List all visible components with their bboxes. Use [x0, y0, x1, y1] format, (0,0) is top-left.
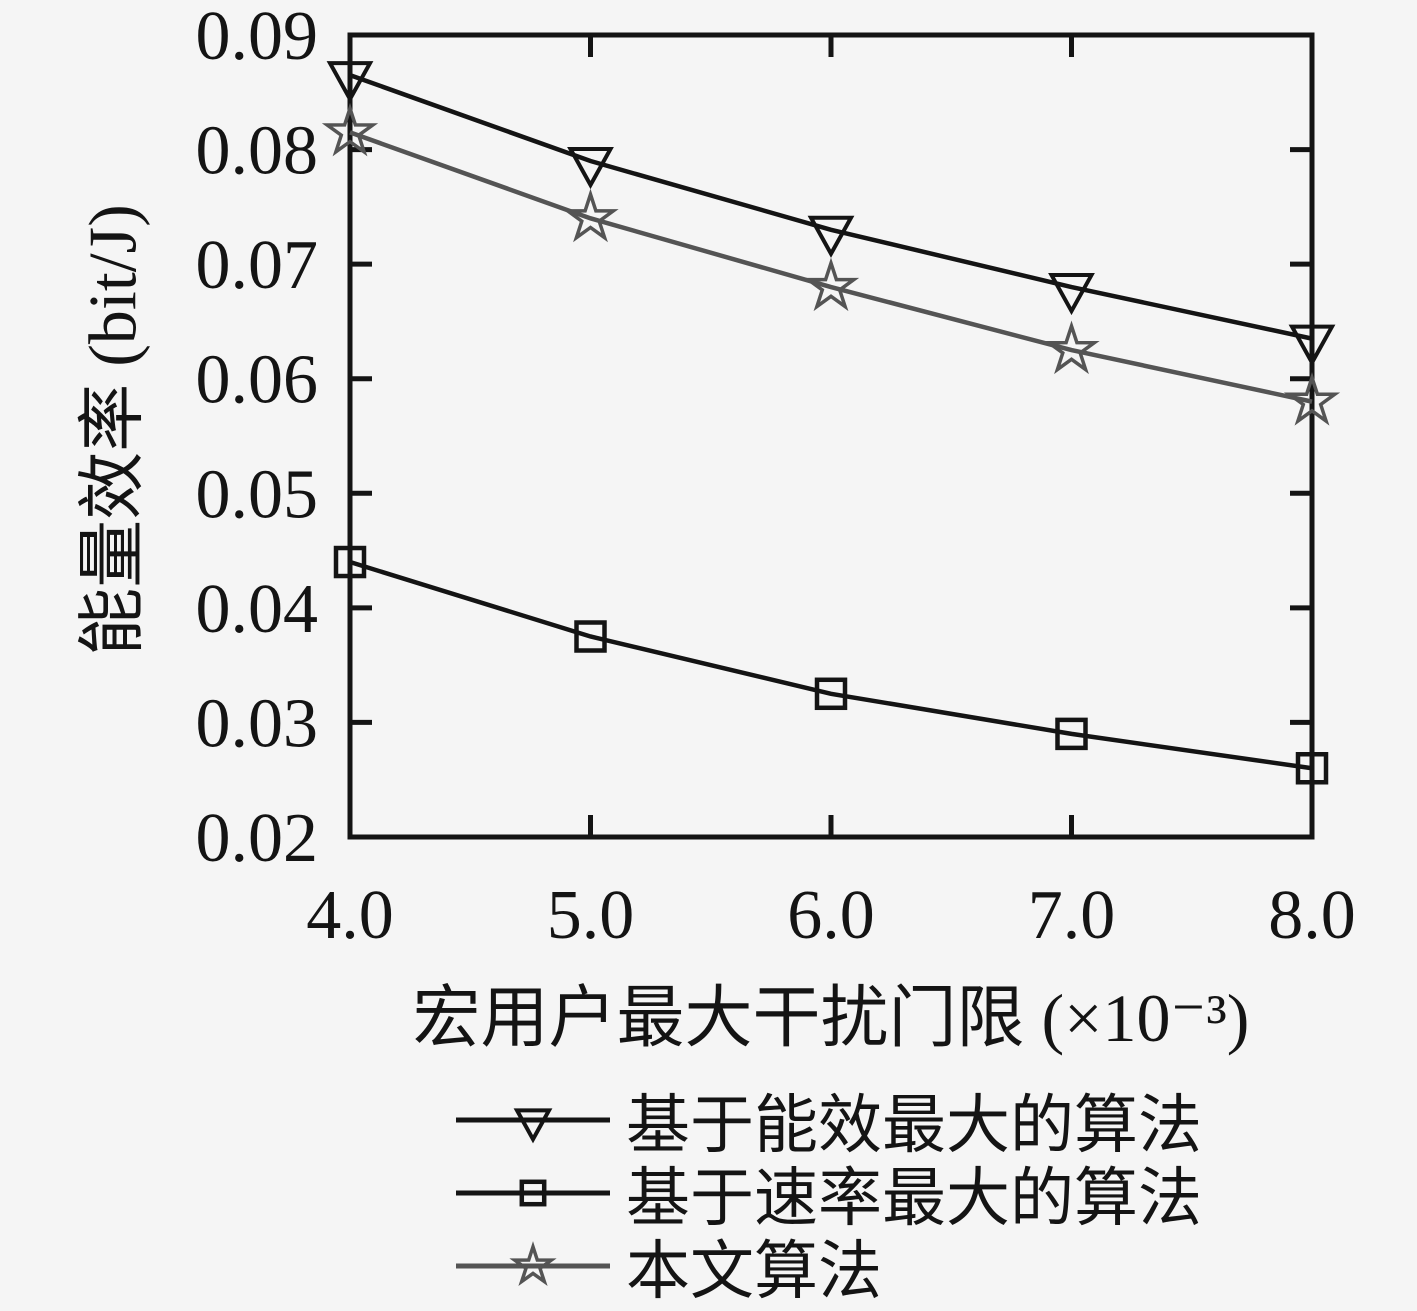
triangle-down-marker — [567, 147, 614, 190]
x-tick-label: 4.0 — [306, 877, 394, 954]
star-marker — [562, 188, 619, 243]
triangle-down-marker — [807, 215, 855, 258]
series-line-1 — [349, 559, 1313, 771]
star-marker-sample — [456, 1240, 610, 1286]
square-marker — [519, 1179, 547, 1206]
square-marker — [1295, 752, 1329, 785]
y-tick-label: 0.03 — [196, 685, 319, 762]
legend: 基于能效最大的算法 基于速率最大的算法 本文算法 — [452, 1083, 1202, 1307]
y-tick-label: 0.06 — [196, 342, 319, 419]
plot-frame — [347, 32, 1315, 840]
star-marker — [1283, 371, 1341, 426]
square-marker — [333, 545, 367, 579]
x-axis-title: 宏用户最大干扰门限 (×10⁻³) — [412, 980, 1250, 1056]
y-tick-label: 0.07 — [196, 227, 319, 304]
square-marker-sample — [456, 1179, 610, 1206]
star-marker — [321, 102, 379, 157]
legend-item-energy-efficiency-max: 基于能效最大的算法 — [452, 1083, 1202, 1161]
square-marker — [1055, 717, 1088, 751]
series-line-0 — [349, 72, 1313, 341]
series-line-2 — [349, 130, 1313, 404]
legend-item-proposed-algorithm: 本文算法 — [452, 1229, 1202, 1307]
y-axis-title: 能量效率 (bit/J) — [74, 204, 151, 656]
legend-label: 本文算法 — [626, 1235, 882, 1307]
x-tick-label: 5.0 — [547, 877, 635, 954]
square-marker — [574, 620, 607, 653]
square-marker — [814, 677, 848, 711]
y-tick-label: 0.05 — [196, 456, 319, 533]
star-marker — [509, 1240, 557, 1286]
y-tick-label: 0.08 — [196, 113, 319, 190]
legend-item-rate-max: 基于速率最大的算法 — [452, 1156, 1202, 1234]
triangle-down-marker — [1048, 273, 1095, 316]
x-tick-label: 8.0 — [1268, 877, 1356, 954]
triangle-down-marker — [1288, 324, 1336, 367]
legend-label: 基于速率最大的算法 — [626, 1162, 1202, 1234]
triangle-down-marker — [513, 1107, 553, 1143]
y-tick-label: 0.02 — [196, 800, 319, 877]
triangle-down-marker-sample — [456, 1107, 610, 1143]
x-tick-label: 7.0 — [1028, 877, 1116, 954]
star-marker — [1043, 320, 1100, 375]
triangle-down-marker — [326, 61, 374, 104]
y-tick-label: 0.04 — [196, 571, 319, 648]
legend-label: 基于能效最大的算法 — [626, 1089, 1202, 1161]
x-tick-label: 6.0 — [787, 877, 875, 954]
star-marker — [802, 257, 860, 312]
y-tick-label: 0.09 — [196, 0, 319, 75]
